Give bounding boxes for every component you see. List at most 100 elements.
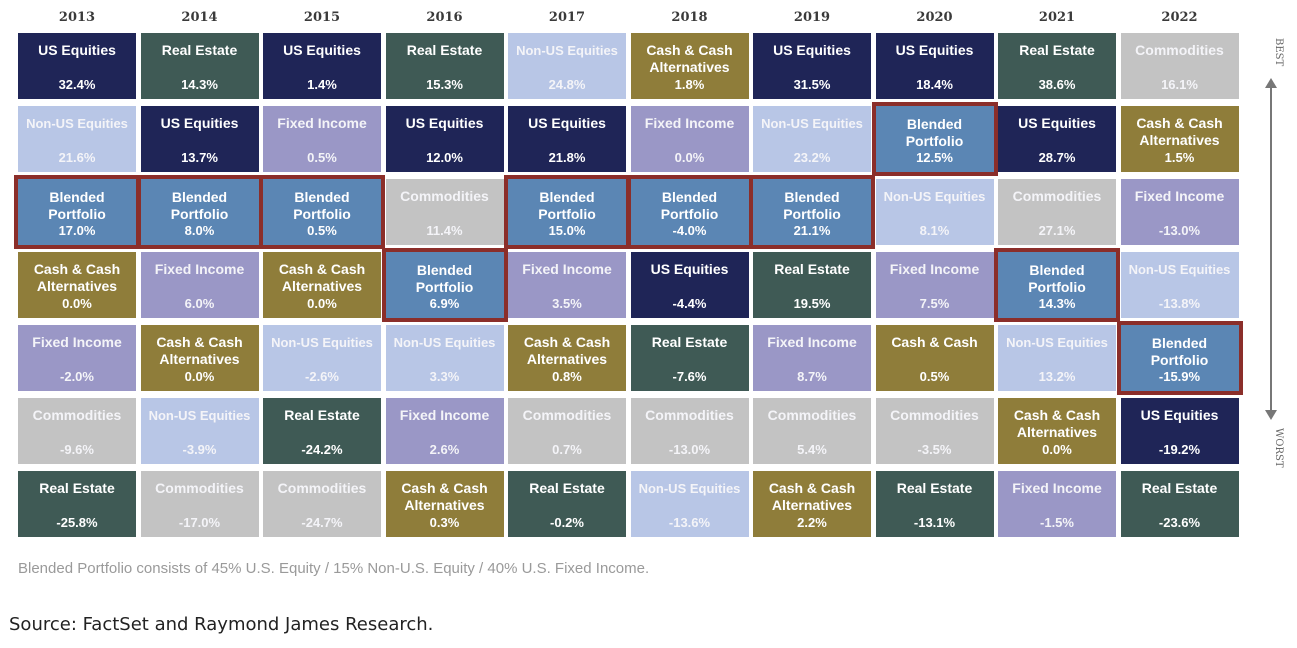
asset-class-label: Commodities xyxy=(155,480,244,496)
asset-class-label: Cash & Cash Alternatives xyxy=(278,261,366,294)
cell-2013-rank-7: Real Estate -25.8% xyxy=(18,471,136,537)
asset-class-label: Cash & Cash Alternatives xyxy=(646,42,733,75)
cell-2017-rank-7: Real Estate -0.2% xyxy=(508,471,626,537)
cell-2017-rank-5: Cash & Cash Alternatives 0.8% xyxy=(508,325,626,391)
cell-2022-rank-1: Commodities 16.1% xyxy=(1120,33,1239,99)
cell-2018-rank-1: Cash & Cash Alternatives 1.8% xyxy=(630,33,749,99)
cell-2022-rank-3: Fixed Income -13.0% xyxy=(1120,179,1239,245)
return-value: 19.5% xyxy=(793,296,831,311)
asset-class-label: Real Estate xyxy=(651,334,728,350)
worst-label: WORST xyxy=(1273,428,1284,468)
return-value: -13.8% xyxy=(1158,296,1201,311)
return-value: -9.6% xyxy=(60,442,94,457)
year-header-2014: 2014 xyxy=(181,10,218,25)
return-value: 16.1% xyxy=(1161,77,1198,92)
cell-2014-rank-1: Real Estate 14.3% xyxy=(140,33,259,99)
asset-class-label: US Equities xyxy=(773,42,851,58)
year-header-2013: 2013 xyxy=(58,10,96,25)
asset-class-label: Real Estate xyxy=(1019,42,1095,58)
cell-2015-rank-3: Blended Portfolio 0.5% xyxy=(259,175,385,249)
return-value: 21.8% xyxy=(548,150,586,165)
cell-2014-rank-4: Fixed Income 6.0% xyxy=(140,252,259,318)
cell-2020-rank-5: Cash & Cash 0.5% xyxy=(875,325,994,391)
return-value: -24.2% xyxy=(301,442,343,457)
cell-2019-rank-4: Real Estate 19.5% xyxy=(753,252,871,318)
asset-class-label: Real Estate xyxy=(529,480,605,496)
asset-class-label: Real Estate xyxy=(406,42,483,58)
asset-class-label: Cash & Cash Alternatives xyxy=(156,334,243,367)
asset-class-label: Cash & Cash xyxy=(891,334,978,350)
year-header-2017: 2017 xyxy=(548,10,586,25)
cell-2020-rank-2: Blended Portfolio 12.5% xyxy=(871,102,998,176)
return-value: -13.1% xyxy=(913,515,956,530)
cell-2020-rank-3: Non-US Equities 8.1% xyxy=(875,179,994,245)
asset-class-label: Fixed Income xyxy=(154,261,245,277)
asset-class-label: Non-US Equities xyxy=(516,43,618,58)
year-header-2020: 2020 xyxy=(916,10,953,25)
return-value: -15.9% xyxy=(1158,369,1201,384)
asset-class-label: Blended Portfolio xyxy=(538,189,596,222)
return-value: 0.0% xyxy=(62,296,92,311)
cell-2015-rank-6: Real Estate -24.2% xyxy=(263,398,381,464)
return-value: -2.0% xyxy=(60,369,94,384)
cell-2018-rank-5: Real Estate -7.6% xyxy=(630,325,749,391)
cell-2014-rank-7: Commodities -17.0% xyxy=(140,471,259,537)
return-value: -19.2% xyxy=(1158,442,1201,457)
cell-2014-rank-5: Cash & Cash Alternatives 0.0% xyxy=(140,325,259,391)
blended-portfolio-footnote: Blended Portfolio consists of 45% U.S. E… xyxy=(18,560,650,577)
return-value: 15.0% xyxy=(548,223,586,238)
return-value: -3.9% xyxy=(182,442,217,457)
source-note: Source: FactSet and Raymond James Resear… xyxy=(9,614,434,635)
cell-2013-rank-1: US Equities 32.4% xyxy=(18,33,136,99)
return-value: 0.5% xyxy=(919,369,950,384)
cell-2022-rank-6: US Equities -19.2% xyxy=(1120,398,1239,464)
return-value: 3.3% xyxy=(429,369,460,384)
asset-class-label: Real Estate xyxy=(896,480,973,496)
asset-class-label: Fixed Income xyxy=(399,407,490,423)
asset-class-label: Non-US Equities xyxy=(761,116,863,131)
asset-class-label: Blended Portfolio xyxy=(48,189,106,222)
asset-class-label: Fixed Income xyxy=(767,334,857,350)
cell-2021-rank-1: Real Estate 38.6% xyxy=(998,33,1116,99)
return-value: 15.3% xyxy=(426,77,463,92)
cell-2022-rank-2: Cash & Cash Alternatives 1.5% xyxy=(1120,106,1239,172)
asset-class-label: Cash & Cash Alternatives xyxy=(523,334,611,367)
return-value: 12.0% xyxy=(426,150,463,165)
asset-class-label: Commodities xyxy=(767,407,857,423)
cell-2020-rank-6: Commodities -3.5% xyxy=(875,398,994,464)
return-value: 12.5% xyxy=(916,150,953,165)
return-value: -17.0% xyxy=(178,515,221,530)
return-value: 6.0% xyxy=(184,296,215,311)
cell-2019-rank-6: Commodities 5.4% xyxy=(753,398,871,464)
cell-2016-rank-5: Non-US Equities 3.3% xyxy=(385,325,504,391)
return-value: 0.5% xyxy=(307,223,337,238)
return-value: -23.6% xyxy=(1158,515,1201,530)
asset-class-label: Fixed Income xyxy=(1012,480,1102,496)
asset-class-label: Real Estate xyxy=(284,407,360,423)
cell-2022-rank-5: Blended Portfolio -15.9% xyxy=(1116,321,1243,395)
return-value: 24.8% xyxy=(548,77,586,92)
asset-class-label: Fixed Income xyxy=(277,115,367,131)
cell-2017-rank-4: Fixed Income 3.5% xyxy=(508,252,626,318)
year-header-2019: 2019 xyxy=(793,10,831,25)
cell-2019-rank-7: Cash & Cash Alternatives 2.2% xyxy=(753,471,871,537)
asset-class-label: Fixed Income xyxy=(889,261,980,277)
asset-class-label: Real Estate xyxy=(1141,480,1218,496)
return-value: 0.5% xyxy=(307,150,337,165)
asset-class-label: Non-US Equities xyxy=(393,335,496,350)
cell-2018-rank-7: Non-US Equities -13.6% xyxy=(630,471,749,537)
cell-2021-rank-6: Cash & Cash Alternatives 0.0% xyxy=(998,398,1116,464)
cell-2016-rank-1: Real Estate 15.3% xyxy=(385,33,504,99)
cell-2016-rank-6: Fixed Income 2.6% xyxy=(385,398,504,464)
asset-class-label: Real Estate xyxy=(774,261,850,277)
return-value: -4.4% xyxy=(672,296,707,311)
asset-class-label: Non-US Equities xyxy=(883,189,986,204)
cell-2019-rank-5: Fixed Income 8.7% xyxy=(753,325,871,391)
asset-class-label: Blended Portfolio xyxy=(905,116,964,149)
cell-2018-rank-2: Fixed Income 0.0% xyxy=(630,106,749,172)
return-value: 0.0% xyxy=(184,369,215,384)
asset-class-label: Non-US Equities xyxy=(638,481,741,496)
axis-line xyxy=(1270,86,1272,412)
return-value: 1.8% xyxy=(674,77,705,92)
asset-class-label: US Equities xyxy=(1140,407,1219,423)
